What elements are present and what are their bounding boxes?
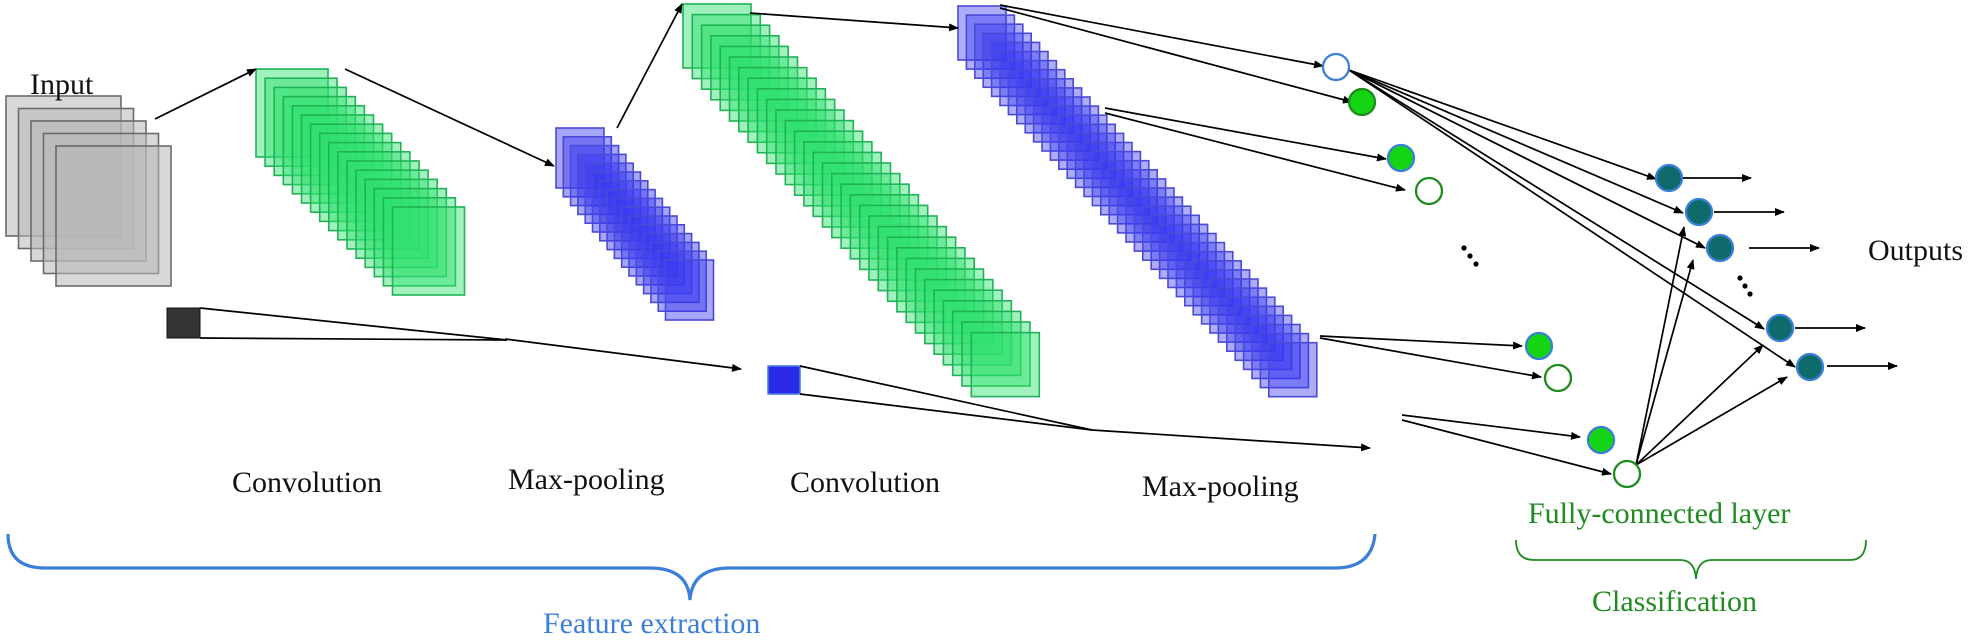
fc-neuron [1795,352,1825,382]
pool1-map [664,259,715,321]
neuron-empty [1414,176,1444,206]
conv2-map [970,331,1041,398]
input-kernel-patch [166,307,201,339]
arrow-conv2-to-pool2-patch [1091,429,1371,452]
fc-neuron [1684,197,1714,227]
arrow-pool2-to-neuron [1401,414,1581,440]
receptive-field-patches [166,307,801,395]
arrow-pool1-to-conv2 [616,3,683,129]
group-braces [6,533,1867,601]
pool1-feature-maps [555,127,715,321]
label-max-pooling-2: Max-pooling [1142,470,1299,503]
fc-neuron [1705,233,1735,263]
neuron-active [1347,87,1377,117]
arrow-fc [1348,69,1657,180]
connection-arrows [154,3,1898,476]
classification-brace [1515,539,1867,580]
label-max-pooling-1: Max-pooling [508,463,665,496]
fc-neuron [1765,313,1795,343]
arrow-fc [1635,344,1764,466]
neurons [1321,52,1825,489]
neuron-active [1386,143,1416,173]
kernel-line [199,337,508,341]
input-feature-maps [5,95,172,287]
label-fully-connected-layer: Fully-connected layer [1528,497,1791,530]
neuron-empty [1321,52,1351,82]
ellipsis-dot [1461,245,1467,251]
arrow-conv1-to-pool1 [344,68,555,167]
feature-extraction-brace [6,533,1377,601]
arrow-conv2-to-pool2 [749,12,959,32]
conv1-map [373,187,448,278]
arrow-fc [1635,376,1788,466]
arrow-conv1-to-pool1-patch [504,338,742,372]
arrow-fc [1348,69,1765,330]
label-classification: Classification [1592,585,1757,618]
kernel-line [799,393,1093,431]
ellipsis-dots [1461,245,1753,297]
kernel-line [799,365,1093,431]
conv1-map [391,206,466,296]
conv1-map [364,178,439,269]
ellipsis-dot [1467,253,1473,259]
arrow-fc [1348,69,1706,249]
label-feature-extraction: Feature extraction [543,607,761,640]
ellipsis-dot [1742,283,1748,289]
arrow-pool2-to-neuron [1319,335,1523,350]
neuron-empty [1612,459,1642,489]
arrow-pool2-to-neuron [1104,112,1406,192]
label-outputs: Outputs [1868,234,1964,267]
conv1-map [382,197,457,287]
arrow-fc [1348,69,1684,214]
arrow-pool2-to-neuron [999,7,1353,104]
label-input: Input [30,68,94,101]
ellipsis-dot [1473,261,1479,267]
ellipsis-dot [1737,275,1743,281]
label-convolution-1: Convolution [232,466,383,499]
arrow-pool2-to-neuron [1401,419,1612,476]
arrow-pool2-to-neuron [1104,107,1387,162]
arrow-pool2-to-neuron [999,4,1324,69]
conv1-feature-maps [255,68,466,296]
arrow-fc [1635,226,1687,466]
arrow-fc [1635,259,1695,466]
neuron-active [1524,331,1554,361]
ellipsis-dot [1747,291,1753,297]
label-convolution-2: Convolution [790,466,941,499]
pool1-kernel-patch [767,365,801,395]
arrow-fc [1348,69,1796,368]
input-map [55,145,172,287]
arrow-input-to-conv1 [154,68,257,120]
fc-neuron [1654,163,1684,193]
neuron-active [1586,425,1616,455]
kernel-line [199,307,508,341]
arrow-pool2-to-neuron [1319,337,1542,380]
conv2-feature-maps [682,3,1041,398]
pool2-map [1268,341,1318,398]
neuron-empty [1543,363,1573,393]
pool2-feature-maps [957,5,1318,398]
